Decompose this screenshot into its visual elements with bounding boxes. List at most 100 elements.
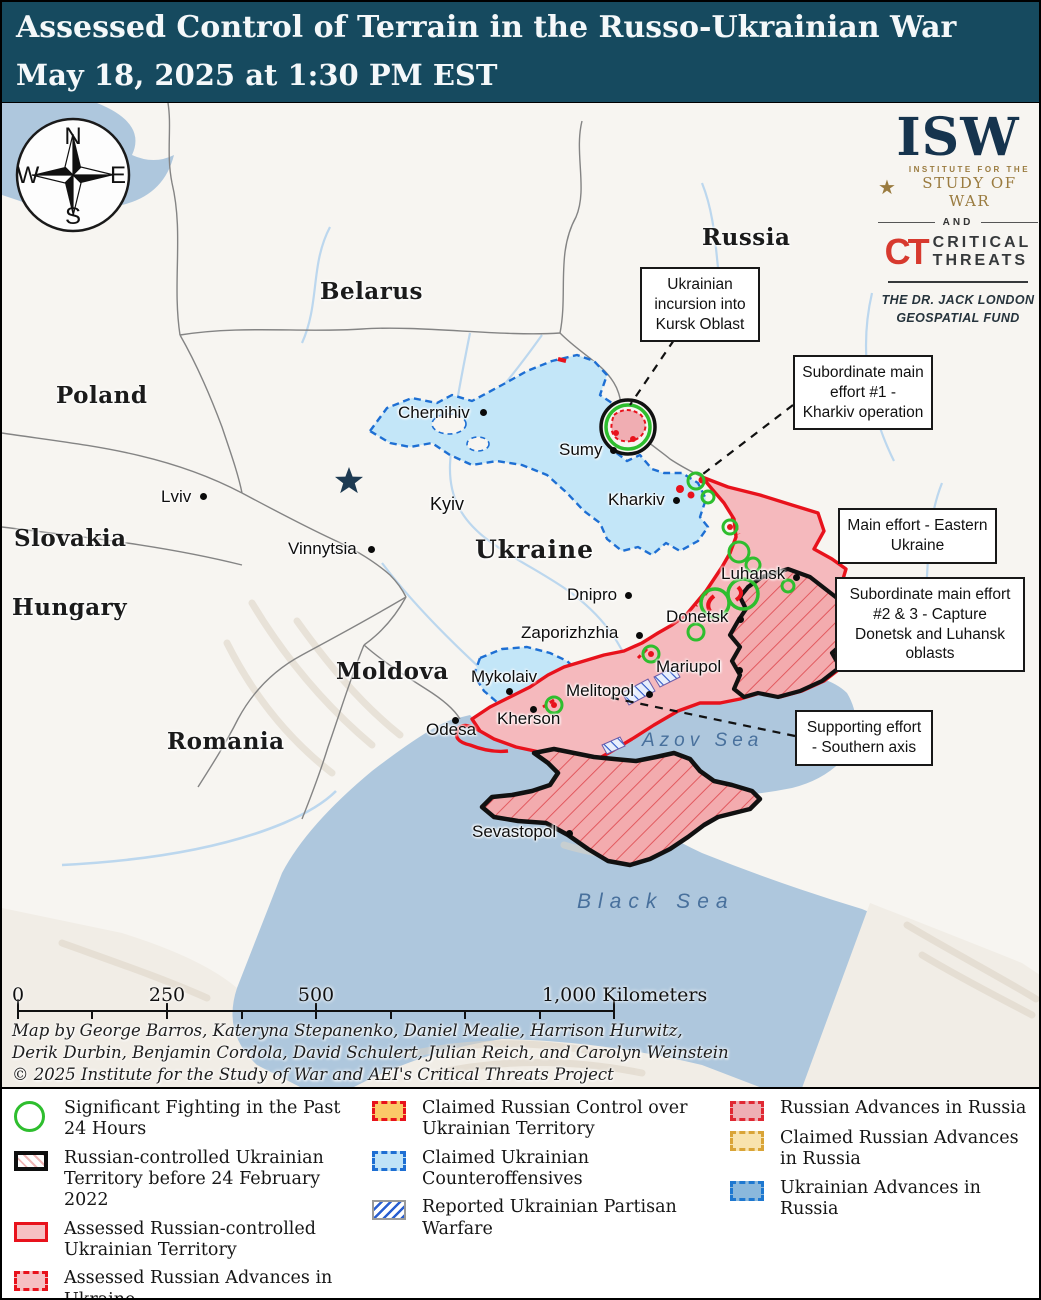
city-dot-luhansk [793,574,800,581]
legend-item-assessed-russian-controlled: Assessed Russian-controlled Ukrainian Te… [14,1219,362,1262]
credits-line-1: Map by George Barros, Kateryna Stepanenk… [12,1021,683,1040]
city-label-sumy: Sumy [559,440,603,459]
claimed-russian-control-swatch [372,1101,406,1121]
fund-line-1: THE DR. JACK LONDON [881,292,1035,307]
crimea-pre2022-area [479,746,763,868]
ct-wordmark-2: THREATS [932,252,1029,270]
sea-label-black-sea: Black Sea [577,890,735,913]
city-label-mariupol: Mariupol [656,657,722,676]
legend-item-partisan-warfare: Reported Ukrainian Partisan Warfare [372,1197,722,1240]
country-label-moldova: Moldova [336,658,449,685]
compass-west-label: W [17,162,40,189]
legend-item-russian-advances-ukraine: Assessed Russian Advances in Ukraine [14,1268,362,1298]
compass-north-label: N [64,123,81,150]
city-label-dnipro: Dnipro [567,585,618,604]
russian-advances-russia-swatch [730,1101,764,1121]
country-borders [2,103,703,820]
scale-tick-250: 250 [148,984,186,1006]
scale-tick-0: 0 [11,984,25,1006]
city-dot-melitopol [646,691,653,698]
city-label-mykolaiv: Mykolaiv [471,667,538,686]
ct-wordmark-1: CRITICAL [932,234,1032,251]
and-label: AND [942,217,974,228]
compass-east-label: E [110,162,126,189]
legend-item-ukrainian-advances-russia: Ukrainian Advances in Russia [730,1178,1035,1221]
significant-fighting-circles [544,471,796,715]
country-label-slovakia: Slovakia [14,525,127,552]
scale-bar [17,999,615,1019]
fund-line-2: GEOSPATIAL FUND [896,310,1020,325]
callout-kharkiv-effort: Subordinate main effort #1 - Kharkiv ope… [793,355,933,431]
city-label-kharkiv: Kharkiv [608,490,665,509]
country-label-belarus: Belarus [320,278,424,305]
callout-kursk-incursion: Ukrainian incursion into Kursk Oblast [640,267,760,343]
claimed-ukrainian-counteroffensives-swatch [372,1150,406,1171]
divider [888,280,1028,283]
compass-rose: N S E W [15,117,131,233]
russian-advances-ukraine-swatch [14,1271,48,1292]
city-dot-mykolaiv [506,688,513,695]
kherson-front-line [454,723,509,754]
map-canvas [2,102,1039,1088]
partisan-warfare-swatch [372,1200,406,1221]
city-label-odesa: Odesa [426,720,477,739]
city-dot-donetsk [737,616,744,623]
city-dot-sumy [610,447,617,454]
kyiv-capital-star-icon [335,467,363,494]
city-dot-dnipro [625,592,632,599]
isw-subtitle-1: INSTITUTE FOR THE [908,165,1031,174]
isw-subtitle-2: STUDY OF WAR [922,174,1017,210]
pre2022-territory-swatch [14,1150,48,1171]
branding-block: ISW ★ INSTITUTE FOR THE STUDY OF WAR AND… [878,107,1039,327]
city-label-sevastopol: Sevastopol [472,822,557,841]
city-dot-sevastopol [566,830,573,837]
legend-item-claimed-russian-control: Claimed Russian Control over Ukrainian T… [372,1098,722,1141]
city-dot-chernihiv [480,409,487,416]
city-label-chernihiv: Chernihiv [398,403,470,422]
legend-item-claimed-ukrainian-counteroffensives: Claimed Ukrainian Counteroffensives [372,1148,722,1191]
city-label-donetsk: Donetsk [666,607,729,626]
far-land-wedges [2,903,1039,1088]
kursk-incursion-marker [599,398,657,456]
country-label-ukraine: Ukraine [475,535,595,564]
city-dot-odesa [452,717,459,724]
country-label-hungary: Hungary [12,594,128,621]
callout-subordinate-23: Subordinate main effort #2 & 3 - Capture… [835,577,1025,673]
header-bar: Assessed Control of Terrain in the Russo… [2,2,1039,102]
legend-item-pre2022-territory: Russian-controlled Ukrainian Territory b… [14,1148,362,1212]
counteroffensive-hole [466,436,490,452]
counteroffensive-hole [431,413,467,435]
ukrainian-advances-russia-swatch [730,1180,764,1201]
country-label-romania: Romania [167,728,285,755]
callout-main-effort: Main effort - Eastern Ukraine [838,508,997,564]
partisan-warfare-patches [601,666,681,755]
map-graphic [2,103,1039,1088]
critical-threats-logo: CT [884,231,930,273]
compass-south-label: S [65,203,81,230]
city-label-vinnytsia: Vinnytsia [288,539,357,558]
page-subtitle-date: May 18, 2025 at 1:30 PM EST [16,58,498,92]
callout-connectors [607,339,796,738]
city-dot-kherson [530,706,537,713]
city-label-lviv: Lviv [161,487,192,506]
scale-tick-1000: 1,000 Kilometers [542,984,708,1006]
isw-logo: ISW [896,107,1020,168]
city-dot-mariupol [736,667,743,674]
legend-item-significant-fighting: Significant Fighting in the Past 24 Hour… [14,1098,362,1141]
credits-line-2: Derik Durbin, Benjamin Cordola, David Sc… [12,1043,729,1062]
russian-advance-blobs [551,476,733,708]
legend-panel: Significant Fighting in the Past 24 Hour… [2,1087,1039,1298]
page-title: Assessed Control of Terrain in the Russo… [16,10,957,45]
scale-tick-500: 500 [297,984,335,1006]
legend-item-russian-advances-russia: Russian Advances in Russia [730,1098,1035,1121]
city-label-melitopol: Melitopol [566,681,635,700]
city-dot-kharkiv [673,497,680,504]
country-label-russia: Russia [702,224,791,251]
compass-star-icon [31,133,115,217]
city-dot-zaporizhzhia [636,632,643,639]
credits-line-3: © 2025 Institute for the Study of War an… [12,1065,614,1084]
assessed-russian-controlled-swatch [14,1221,48,1242]
sea-label-azov: Azov Sea [642,730,764,751]
city-label-zaporizhzhia: Zaporizhzhia [521,623,619,642]
